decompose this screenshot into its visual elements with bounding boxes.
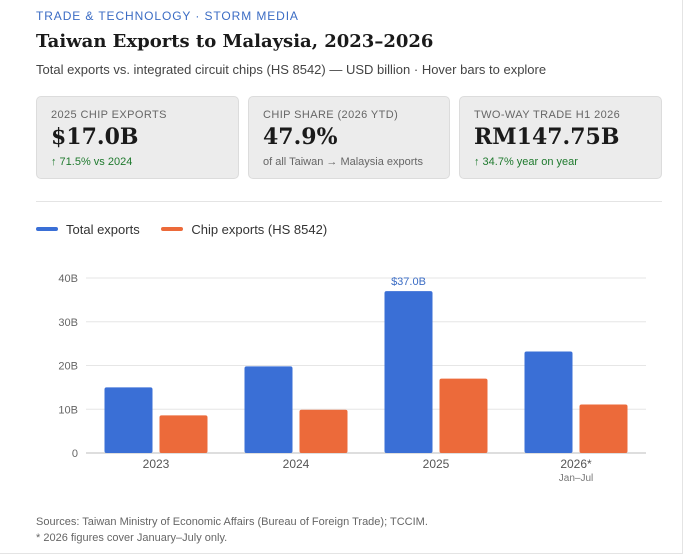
kpi-value: $17.0B [51,124,139,150]
kpi-value: 47.9% [263,124,338,150]
x-tick-sublabel: Jan–Jul [559,473,593,484]
page-title: Taiwan Exports to Malaysia, 2023–2026 [36,31,434,52]
y-tick-label: 20B [58,361,78,373]
bar-chip[interactable] [439,378,488,453]
legend-label: Total exports [66,221,140,237]
x-tick-label: 2023 [143,457,170,471]
bar-chip[interactable] [299,409,348,453]
y-tick-label: 10B [58,404,78,416]
kpi-card-chip-share: CHIP SHARE (2026 YTD) 47.9% of all Taiwa… [248,96,450,179]
bar-total[interactable] [244,366,293,453]
y-tick-label: 30B [58,317,78,329]
bar-total[interactable] [524,351,573,454]
sources: Sources: Taiwan Ministry of Economic Aff… [36,514,428,546]
legend-item-total[interactable]: Total exports [36,222,140,237]
bar-total[interactable] [384,291,433,453]
kpi-note: ↑ 71.5% vs 2024 [51,156,133,168]
sources-text: Sources: Taiwan Ministry of Economic Aff… [36,516,428,528]
x-tick-label: 2024 [283,457,310,471]
legend-item-chip[interactable]: Chip exports (HS 8542) [161,222,327,237]
subtitle: Total exports vs. integrated circuit chi… [36,62,547,77]
data-label: $37.0B [391,276,426,288]
footnote: * 2026 figures cover January–July only. [36,532,228,544]
bar-chip[interactable] [579,404,628,453]
legend-label: Chip exports (HS 8542) [191,221,328,237]
y-tick-label: 0 [72,448,78,460]
x-tick-label: 2026* [560,457,592,471]
kpi-card-two-way-trade: TWO-WAY TRADE H1 2026 RM147.75B ↑ 34.7% … [459,96,662,179]
kpi-note: ↑ 34.7% year on year [474,156,578,168]
kpi-label: CHIP SHARE (2026 YTD) [263,109,399,121]
kpi-note: of all Taiwan → Malaysia exports [263,156,423,168]
bar-total[interactable] [104,387,153,453]
legend-swatch-chip [161,227,184,231]
kpi-label: 2025 CHIP EXPORTS [51,109,167,121]
divider [36,201,662,202]
kicker: TRADE & TECHNOLOGY · STORM MEDIA [36,9,299,23]
bar-chip[interactable] [159,415,208,453]
y-tick-label: 40B [58,273,78,285]
bar-chart: 0 10B 20B 30B 40B 2023 2024 $37.0B 2025 2026* Jan–… [58,273,646,484]
legend-swatch-total [36,227,58,231]
x-tick-label: 2025 [423,457,450,471]
kpi-value: RM147.75B [474,124,620,150]
kpi-label: TWO-WAY TRADE H1 2026 [474,109,621,121]
chart-legend: Total exports Chip exports (HS 8542) [36,219,345,237]
kpi-card-chip-exports: 2025 CHIP EXPORTS $17.0B ↑ 71.5% vs 2024 [36,96,239,179]
